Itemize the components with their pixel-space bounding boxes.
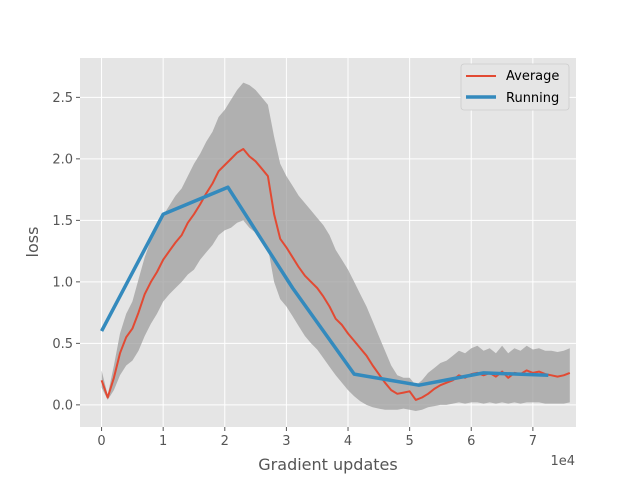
std-band-layer — [101, 82, 570, 411]
legend: Average Running — [460, 63, 570, 111]
y-tick-label: 0.5 — [52, 337, 73, 352]
x-axis-label: Gradient updates — [258, 455, 397, 474]
y-tick-label: 2.5 — [52, 91, 73, 106]
y-tick-label: 1.0 — [52, 275, 73, 290]
y-tick-label: 0.0 — [52, 398, 73, 413]
x-tick-label: 4 — [344, 434, 352, 449]
series-layer — [100, 148, 571, 401]
x-tick-label: 0 — [97, 434, 105, 449]
y-tick-label: 1.5 — [52, 214, 73, 229]
y-tick-label: 2.0 — [52, 152, 73, 167]
x-axis-offset-label: 1e4 — [550, 454, 575, 469]
x-tick-label: 6 — [467, 434, 475, 449]
legend-label-running: Running — [506, 91, 559, 106]
x-tick-label: 5 — [405, 434, 413, 449]
x-tick-label: 2 — [221, 434, 229, 449]
tick-layer: 0 1 2 3 4 5 6 7 0.0 0.5 1.0 1.5 2.0 2.5 — [52, 91, 537, 449]
std-band-area — [101, 82, 570, 411]
x-tick-label: 3 — [282, 434, 290, 449]
x-tick-label: 1 — [159, 434, 167, 449]
legend-label-average: Average — [506, 69, 559, 84]
y-axis-label: loss — [23, 227, 42, 258]
x-tick-label: 7 — [529, 434, 537, 449]
series-line-running — [100, 185, 549, 387]
